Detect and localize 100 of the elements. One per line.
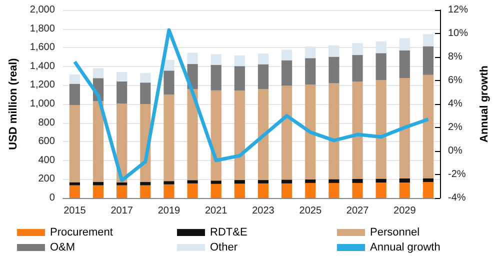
y-axis-title: USD million (real) — [8, 58, 20, 150]
bar — [282, 86, 292, 180]
bar — [210, 54, 222, 65]
bar — [328, 83, 340, 180]
y-tick-label: 800 — [38, 117, 56, 128]
bar — [282, 50, 292, 60]
bar — [210, 90, 222, 181]
x-tick-label: 2017 — [110, 206, 134, 216]
bar — [305, 84, 316, 180]
bar — [328, 179, 340, 183]
bar — [164, 94, 174, 182]
y2-tick-label: -4% — [448, 192, 466, 204]
y-tick-label: 400 — [38, 154, 56, 166]
bar — [116, 72, 128, 82]
bar — [69, 84, 80, 105]
bar — [422, 178, 434, 182]
x-tick-label: 2019 — [158, 206, 181, 216]
bar — [69, 104, 80, 182]
bar — [352, 55, 363, 82]
bar — [258, 180, 269, 184]
bar — [422, 182, 434, 198]
bar — [116, 185, 128, 198]
bar — [116, 81, 128, 104]
bar — [258, 183, 269, 198]
bar — [399, 178, 410, 182]
y2-tick-label: 12% — [448, 4, 468, 16]
bar — [69, 182, 80, 186]
y2-tick-label: -2% — [448, 169, 466, 180]
y2-axis-title: Annual growth — [478, 65, 490, 142]
bar — [92, 101, 104, 182]
x-tick-label: 2025 — [299, 206, 322, 216]
bar — [92, 68, 104, 78]
bar — [210, 184, 222, 198]
y2-tick-label: 8% — [448, 52, 463, 62]
bar — [328, 182, 340, 198]
y-tick-label: 1,800 — [30, 23, 56, 34]
x-tick-label: 2021 — [204, 206, 228, 216]
bar — [258, 89, 269, 180]
bar — [376, 178, 386, 182]
y-tick-label: 1,200 — [30, 80, 56, 91]
y2-tick-label: 2% — [448, 122, 463, 133]
bar — [422, 46, 434, 75]
bar — [234, 66, 245, 91]
legend-label: Other — [210, 242, 238, 254]
x-tick-label: 2015 — [64, 206, 86, 216]
bar — [282, 180, 292, 184]
y-tick-label: 1,000 — [30, 98, 56, 110]
bar — [305, 182, 316, 198]
y2-tick-label: 10% — [448, 28, 468, 39]
bar — [328, 45, 340, 57]
bar — [116, 182, 128, 186]
bar — [164, 184, 174, 198]
bar — [352, 43, 363, 56]
x-tick-label: 2023 — [252, 206, 275, 216]
bar — [376, 182, 386, 198]
bar — [92, 185, 104, 198]
bar — [305, 46, 316, 58]
bar — [187, 183, 198, 198]
bar — [399, 38, 410, 50]
bar — [187, 52, 198, 64]
bar — [258, 53, 269, 64]
bar — [376, 53, 386, 80]
bar — [140, 185, 151, 198]
bar — [164, 181, 174, 184]
bar — [305, 58, 316, 84]
x-tick-label: 2029 — [394, 206, 416, 216]
bar — [187, 88, 198, 180]
y-tick-label: 2,000 — [30, 4, 56, 16]
bar — [164, 60, 174, 71]
bar — [328, 56, 340, 84]
y2-tick-label: 0% — [448, 146, 463, 156]
legend-label: Procurement — [50, 226, 113, 238]
bar — [164, 70, 174, 95]
bar — [352, 82, 363, 180]
legend-label: O&M — [50, 242, 76, 254]
bar — [234, 90, 245, 180]
bar — [422, 74, 434, 178]
bar — [399, 182, 410, 198]
bar — [234, 55, 245, 66]
bar — [376, 41, 386, 54]
legend-label: Personnel — [370, 226, 420, 238]
bar — [234, 184, 245, 198]
y-tick-label: 1,400 — [30, 60, 56, 72]
y-tick-label: 0 — [49, 192, 56, 204]
legend-label: RDT&E — [210, 226, 248, 238]
x-tick-label: 2027 — [346, 206, 370, 216]
bar — [399, 78, 410, 178]
y2-tick-label: 4% — [448, 98, 463, 110]
bar — [92, 182, 104, 186]
bar — [282, 183, 292, 198]
bar — [422, 34, 434, 46]
bar — [258, 64, 269, 90]
bar — [140, 72, 151, 83]
bar — [305, 179, 316, 183]
bar — [140, 182, 151, 186]
bar — [140, 82, 151, 104]
y-tick-label: 600 — [38, 136, 56, 148]
bar — [352, 182, 363, 198]
legend-label: Annual growth — [370, 242, 440, 254]
bar — [210, 64, 222, 90]
